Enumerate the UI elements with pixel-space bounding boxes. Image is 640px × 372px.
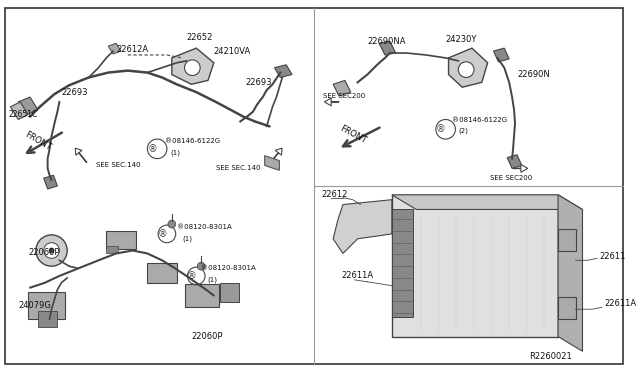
Polygon shape [44,175,58,189]
Text: 22611A: 22611A [604,299,636,308]
Bar [38,311,58,327]
Circle shape [184,60,200,76]
FancyArrow shape [324,98,339,106]
Bar [106,246,118,253]
Text: 22651C: 22651C [8,110,38,119]
Text: ®08120-8301A: ®08120-8301A [177,224,232,230]
Text: ®: ® [157,229,167,239]
Polygon shape [172,48,214,84]
Polygon shape [275,65,292,77]
Bar [392,195,558,337]
Text: ®08146-6122G: ®08146-6122G [452,116,508,122]
Circle shape [458,62,474,77]
Text: 22612: 22612 [321,190,348,199]
Text: 22060P: 22060P [191,332,223,341]
Polygon shape [10,102,28,119]
Polygon shape [108,43,121,54]
Polygon shape [449,48,488,87]
Text: SEE SEC.140: SEE SEC.140 [95,163,140,169]
Circle shape [168,220,176,228]
Bar [28,292,65,319]
Text: ®: ® [186,271,196,281]
Text: SEE SEC.140: SEE SEC.140 [216,166,260,171]
Text: FRONT: FRONT [338,124,367,145]
Bar [392,209,413,317]
Text: R2260021: R2260021 [529,352,572,360]
Text: ®08146-6122G: ®08146-6122G [165,138,220,144]
Bar [184,284,219,307]
Text: 22611A: 22611A [341,272,373,280]
Polygon shape [265,156,280,170]
Polygon shape [333,80,351,96]
Polygon shape [392,195,582,209]
Bar [106,231,136,248]
Circle shape [44,243,60,259]
Bar [220,283,239,302]
Text: (1): (1) [207,277,217,283]
Polygon shape [558,195,582,351]
Bar [147,263,177,283]
Polygon shape [19,97,38,115]
Text: (2): (2) [458,128,468,135]
Text: 22693: 22693 [245,78,271,87]
FancyArrow shape [76,148,87,163]
Text: (1): (1) [171,150,181,156]
Bar [558,298,575,319]
Text: 22060P: 22060P [28,248,60,257]
Circle shape [49,248,54,253]
Text: 22693: 22693 [61,88,88,97]
Text: 22652: 22652 [186,33,213,42]
Text: (1): (1) [182,235,193,242]
Text: FRONT: FRONT [23,130,52,152]
Text: 22690N: 22690N [517,70,550,79]
Polygon shape [379,41,396,55]
Text: ®: ® [436,124,445,134]
FancyArrow shape [270,148,282,163]
Text: ®08120-8301A: ®08120-8301A [201,265,256,271]
Text: 22690NA: 22690NA [367,37,406,46]
Circle shape [197,262,205,270]
Text: SEE SEC200: SEE SEC200 [323,93,365,99]
Circle shape [36,235,67,266]
Text: ®: ® [147,144,157,154]
Text: SEE SEC200: SEE SEC200 [490,175,532,181]
Text: 22611: 22611 [599,252,625,261]
Text: 24230Y: 24230Y [445,35,477,44]
Polygon shape [493,48,509,62]
Text: 22612A: 22612A [116,45,148,54]
Polygon shape [507,155,522,169]
Bar [558,229,575,250]
Polygon shape [333,200,392,253]
FancyArrow shape [513,164,528,172]
Text: 24210VA: 24210VA [214,46,251,55]
Text: 24079G: 24079G [19,301,51,310]
